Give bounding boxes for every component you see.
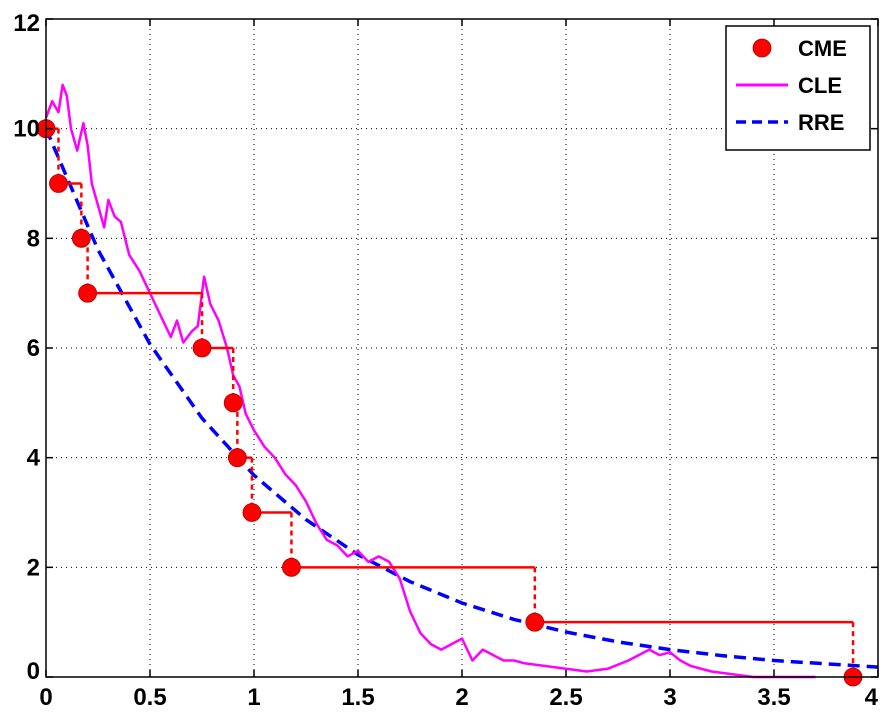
x-tick-label: 1: [247, 684, 260, 711]
cme-point: [282, 557, 301, 577]
y-tick-label: 2: [27, 554, 40, 581]
axis-ticks: 0 0.5 1 1.5 2 2.5 3 3.5 4 0 2 4 6 8 10 12: [13, 10, 879, 711]
x-tick-label: 2.5: [549, 684, 582, 711]
x-tick-label: 3: [663, 684, 676, 711]
cme-point: [192, 338, 212, 358]
y-tick-label: 8: [27, 225, 40, 252]
y-tick-label: 0: [27, 658, 40, 685]
legend-label-cme: CME: [798, 36, 847, 61]
x-tick-label: 1.5: [341, 684, 374, 711]
x-tick-label: 3.5: [757, 684, 790, 711]
series-layer: [36, 83, 879, 687]
rre-series-line: [44, 128, 879, 669]
legend-label-cle: CLE: [798, 73, 842, 98]
x-tick-label: 2: [455, 684, 468, 711]
cme-point: [49, 174, 68, 193]
y-tick-label: 6: [27, 335, 40, 362]
cme-point: [525, 612, 545, 632]
cme-point: [242, 503, 262, 522]
cme-point: [71, 228, 91, 248]
legend: CME CLE RRE: [725, 25, 871, 151]
legend-label-rre: RRE: [798, 110, 844, 135]
x-tick-label: 0.5: [133, 684, 166, 711]
cle-series-line: [44, 83, 816, 679]
y-tick-label: 4: [27, 445, 41, 472]
x-tick-label: 0: [39, 684, 52, 711]
y-tick-label: 10: [13, 116, 40, 143]
cme-point: [223, 393, 243, 413]
cme-point: [227, 448, 247, 468]
legend-marker-cme: [752, 38, 772, 58]
x-tick-label: 4: [865, 684, 879, 711]
y-tick-label: 12: [13, 10, 40, 37]
cme-point: [78, 283, 97, 303]
legend-box: [725, 25, 871, 151]
